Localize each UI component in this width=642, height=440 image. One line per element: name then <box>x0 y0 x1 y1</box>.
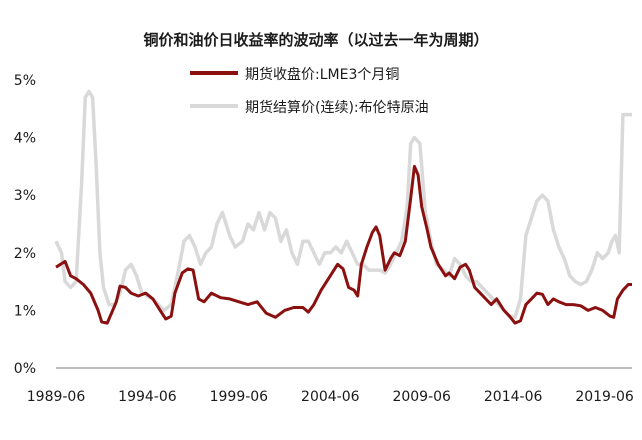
y-tick-label: 0% <box>14 361 36 377</box>
series-layer <box>54 89 632 325</box>
y-tick-label: 5% <box>14 73 36 89</box>
y-axis-ticks: 0% 1% 2% 3% 4% 5% <box>14 73 36 377</box>
x-tick-label: 2004-06 <box>301 389 360 405</box>
series-line-copper <box>55 164 632 325</box>
legend-label-brent: 期货结算价(连续):布伦特原油 <box>245 99 429 116</box>
legend-label-copper: 期货收盘价:LME3个月铜 <box>245 66 399 83</box>
y-tick-label: 3% <box>14 188 36 204</box>
y-tick-label: 4% <box>14 131 36 147</box>
x-tick-label: 2019-06 <box>575 389 634 405</box>
y-tick-label: 2% <box>14 246 36 262</box>
x-axis-ticks: 1989-06 1994-06 1999-06 2004-06 2009-06 2014-… <box>27 389 634 405</box>
chart-title: 铜价和油价日收益率的波动率（以过去一年为周期） <box>143 31 488 49</box>
x-tick-label: 1989-06 <box>27 389 86 405</box>
x-tick-label: 1999-06 <box>210 389 269 405</box>
series-line-brent <box>54 89 632 320</box>
x-tick-label: 1994-06 <box>118 389 177 405</box>
x-tick-label: 2009-06 <box>392 389 451 405</box>
y-tick-label: 1% <box>14 303 36 319</box>
legend: 期货收盘价:LME3个月铜 期货结算价(连续):布伦特原油 <box>190 66 429 116</box>
x-tick-label: 2014-06 <box>484 389 543 405</box>
